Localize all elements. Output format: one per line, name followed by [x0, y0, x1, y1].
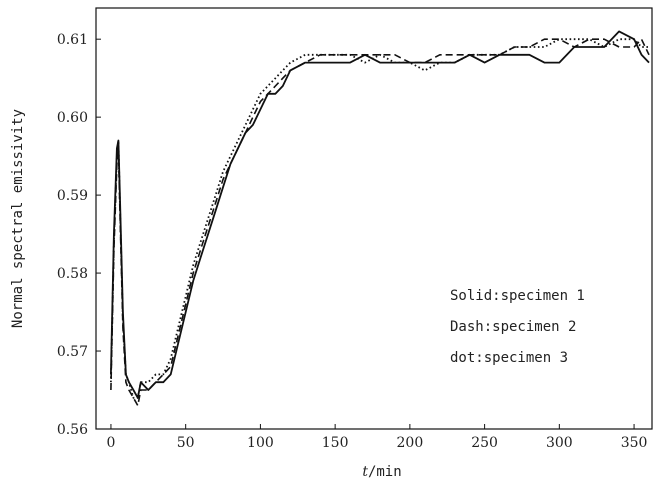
plot-frame — [95, 7, 653, 430]
ticks-layer: 0 50 100 150 200 250 300 350 0.56 0.57 0.58 0.59 0.6… — [57, 32, 648, 451]
y-tick-label: 0.58 — [57, 266, 88, 282]
series-line-dot — [110, 38, 649, 399]
x-tick-label: 200 — [397, 435, 424, 451]
y-tick-label: 0.60 — [57, 110, 88, 126]
x-tick-label: 350 — [621, 435, 648, 451]
x-axis-title-variable: t — [362, 464, 368, 480]
x-tick-label: 300 — [546, 435, 573, 451]
legend-entry-solid: Solid:specimen 1 — [450, 288, 585, 304]
legend-entry-dot: dot:specimen 3 — [450, 350, 568, 366]
x-tick-label: 250 — [471, 435, 498, 451]
x-tick-label: 0 — [106, 435, 115, 451]
series-line-solid — [110, 30, 650, 399]
x-tick-label: 50 — [177, 435, 195, 451]
series-layer — [110, 30, 650, 407]
x-axis-title: t/min — [362, 464, 401, 480]
series-line-dash — [110, 38, 650, 407]
y-axis-title: Normal spectral emissivity — [10, 109, 26, 328]
y-tick-label: 0.61 — [57, 32, 88, 48]
y-tick-label: 0.56 — [57, 422, 88, 438]
x-axis-title-unit: /min — [368, 464, 402, 480]
legend: Solid:specimen 1 Dash:specimen 2 dot:speci… — [450, 288, 585, 366]
x-tick-label: 100 — [247, 435, 274, 451]
y-tick-label: 0.59 — [57, 188, 88, 204]
legend-entry-dash: Dash:specimen 2 — [450, 319, 576, 335]
y-tick-label: 0.57 — [57, 344, 88, 360]
x-tick-label: 150 — [322, 435, 349, 451]
